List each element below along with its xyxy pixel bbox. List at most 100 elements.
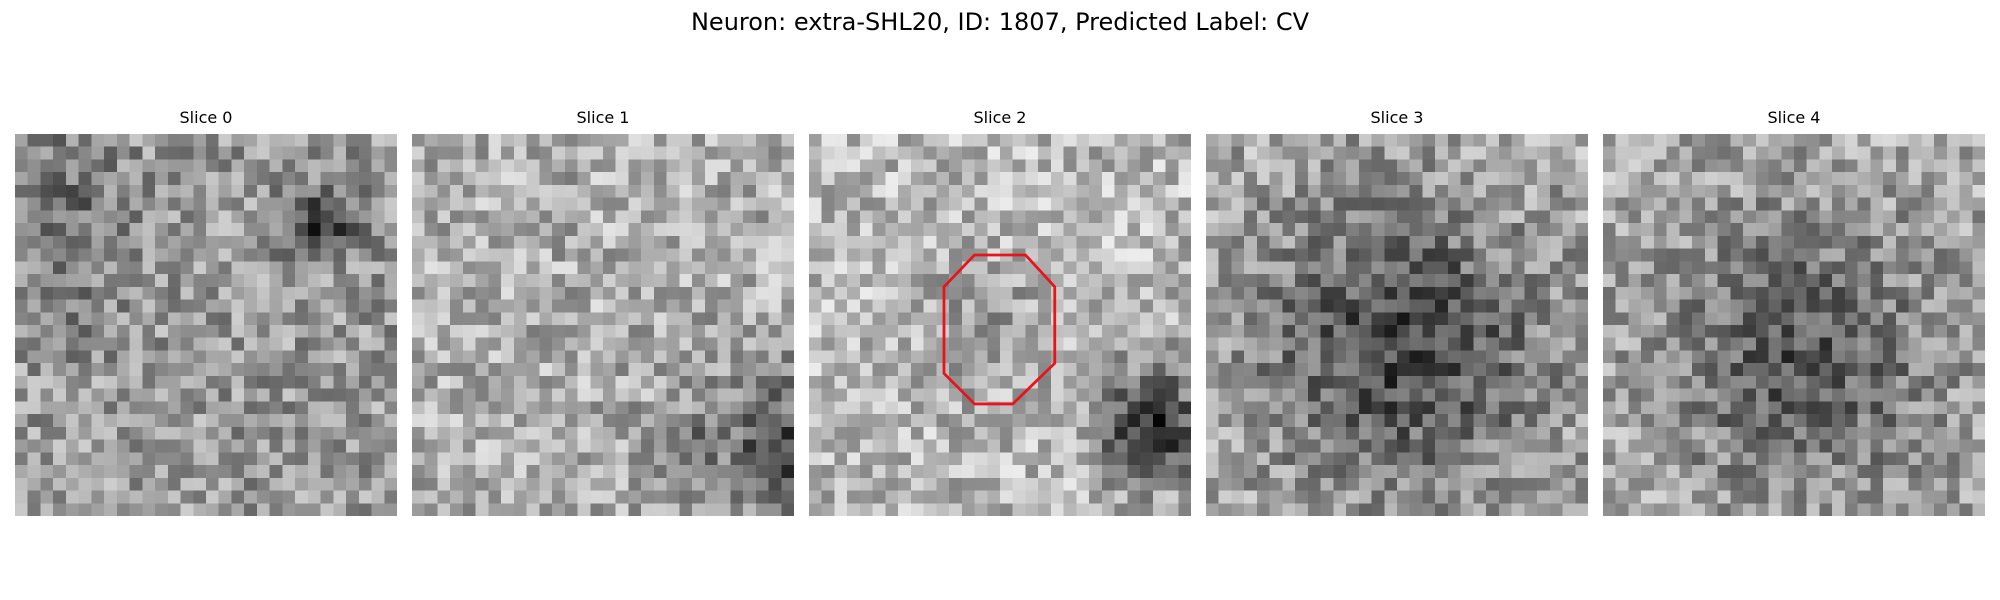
pixel [1346, 172, 1359, 185]
pixel [450, 261, 463, 274]
pixel [1934, 440, 1947, 453]
pixel [847, 465, 860, 478]
pixel [987, 503, 1000, 516]
pixel [295, 452, 308, 465]
pixel [1140, 376, 1153, 389]
pixel [1013, 427, 1026, 440]
pixel [1013, 452, 1026, 465]
pixel [1282, 376, 1295, 389]
pixel [1231, 312, 1244, 325]
pixel [501, 478, 514, 491]
pixel [1308, 236, 1321, 249]
pixel [539, 210, 552, 223]
pixel [1819, 401, 1832, 414]
pixel [1025, 478, 1038, 491]
pixel [1628, 363, 1641, 376]
pixel [1794, 210, 1807, 223]
pixel [860, 147, 873, 160]
pixel [628, 185, 641, 198]
pixel [53, 198, 66, 211]
pixel [1858, 401, 1871, 414]
pixel [975, 185, 988, 198]
pixel [206, 427, 219, 440]
pixel [1705, 287, 1718, 300]
pixel [1308, 210, 1321, 223]
pixel [603, 274, 616, 287]
pixel [1282, 325, 1295, 338]
pixel [130, 185, 143, 198]
pixel [1603, 427, 1616, 440]
pixel [1166, 185, 1179, 198]
pixel [257, 236, 270, 249]
pixel [730, 147, 743, 160]
pixel [1448, 338, 1461, 351]
pixel [1076, 465, 1089, 478]
pixel [28, 312, 41, 325]
pixel [1756, 223, 1769, 236]
pixel [718, 440, 731, 453]
pixel [769, 325, 782, 338]
pixel [142, 172, 155, 185]
pixel [949, 363, 962, 376]
pixel [1127, 503, 1140, 516]
pixel [1832, 198, 1845, 211]
pixel [565, 478, 578, 491]
pixel [66, 261, 79, 274]
pixel [53, 274, 66, 287]
pixel [1422, 338, 1435, 351]
pixel [616, 287, 629, 300]
pixel [40, 440, 53, 453]
pixel [1461, 223, 1474, 236]
pixel [860, 236, 873, 249]
pixel [949, 503, 962, 516]
pixel [641, 414, 654, 427]
pixel [975, 236, 988, 249]
pixel [822, 210, 835, 223]
pixel [206, 325, 219, 338]
pixel [193, 427, 206, 440]
pixel [1921, 503, 1934, 516]
pixel [1153, 312, 1166, 325]
pixel [1537, 185, 1550, 198]
pixel [91, 491, 104, 504]
pixel [1794, 491, 1807, 504]
pixel [1076, 147, 1089, 160]
pixel [1654, 134, 1667, 147]
pixel [425, 376, 438, 389]
pixel [590, 223, 603, 236]
pixel [1883, 274, 1896, 287]
pixel [514, 478, 527, 491]
pixel [565, 363, 578, 376]
pixel [1025, 223, 1038, 236]
pixel [1807, 261, 1820, 274]
pixel [936, 503, 949, 516]
pixel [231, 350, 244, 363]
pixel [1000, 338, 1013, 351]
pixel [1384, 363, 1397, 376]
pixel [1909, 350, 1922, 363]
pixel [1435, 389, 1448, 402]
pixel [117, 465, 130, 478]
pixel [1499, 300, 1512, 313]
pixel [1448, 389, 1461, 402]
pixel [66, 363, 79, 376]
pixel [1486, 350, 1499, 363]
pixel [1282, 389, 1295, 402]
pixel [206, 389, 219, 402]
pixel [1947, 210, 1960, 223]
pixel [425, 338, 438, 351]
pixel [1333, 147, 1346, 160]
pixel [1641, 503, 1654, 516]
pixel [1654, 350, 1667, 363]
pixel [1372, 261, 1385, 274]
pixel [79, 300, 92, 313]
pixel [117, 198, 130, 211]
pixel [372, 363, 385, 376]
pixel [1705, 300, 1718, 313]
pixel [257, 147, 270, 160]
pixel [1756, 376, 1769, 389]
pixel [91, 465, 104, 478]
pixel [66, 300, 79, 313]
pixel [346, 363, 359, 376]
pixel [384, 478, 397, 491]
